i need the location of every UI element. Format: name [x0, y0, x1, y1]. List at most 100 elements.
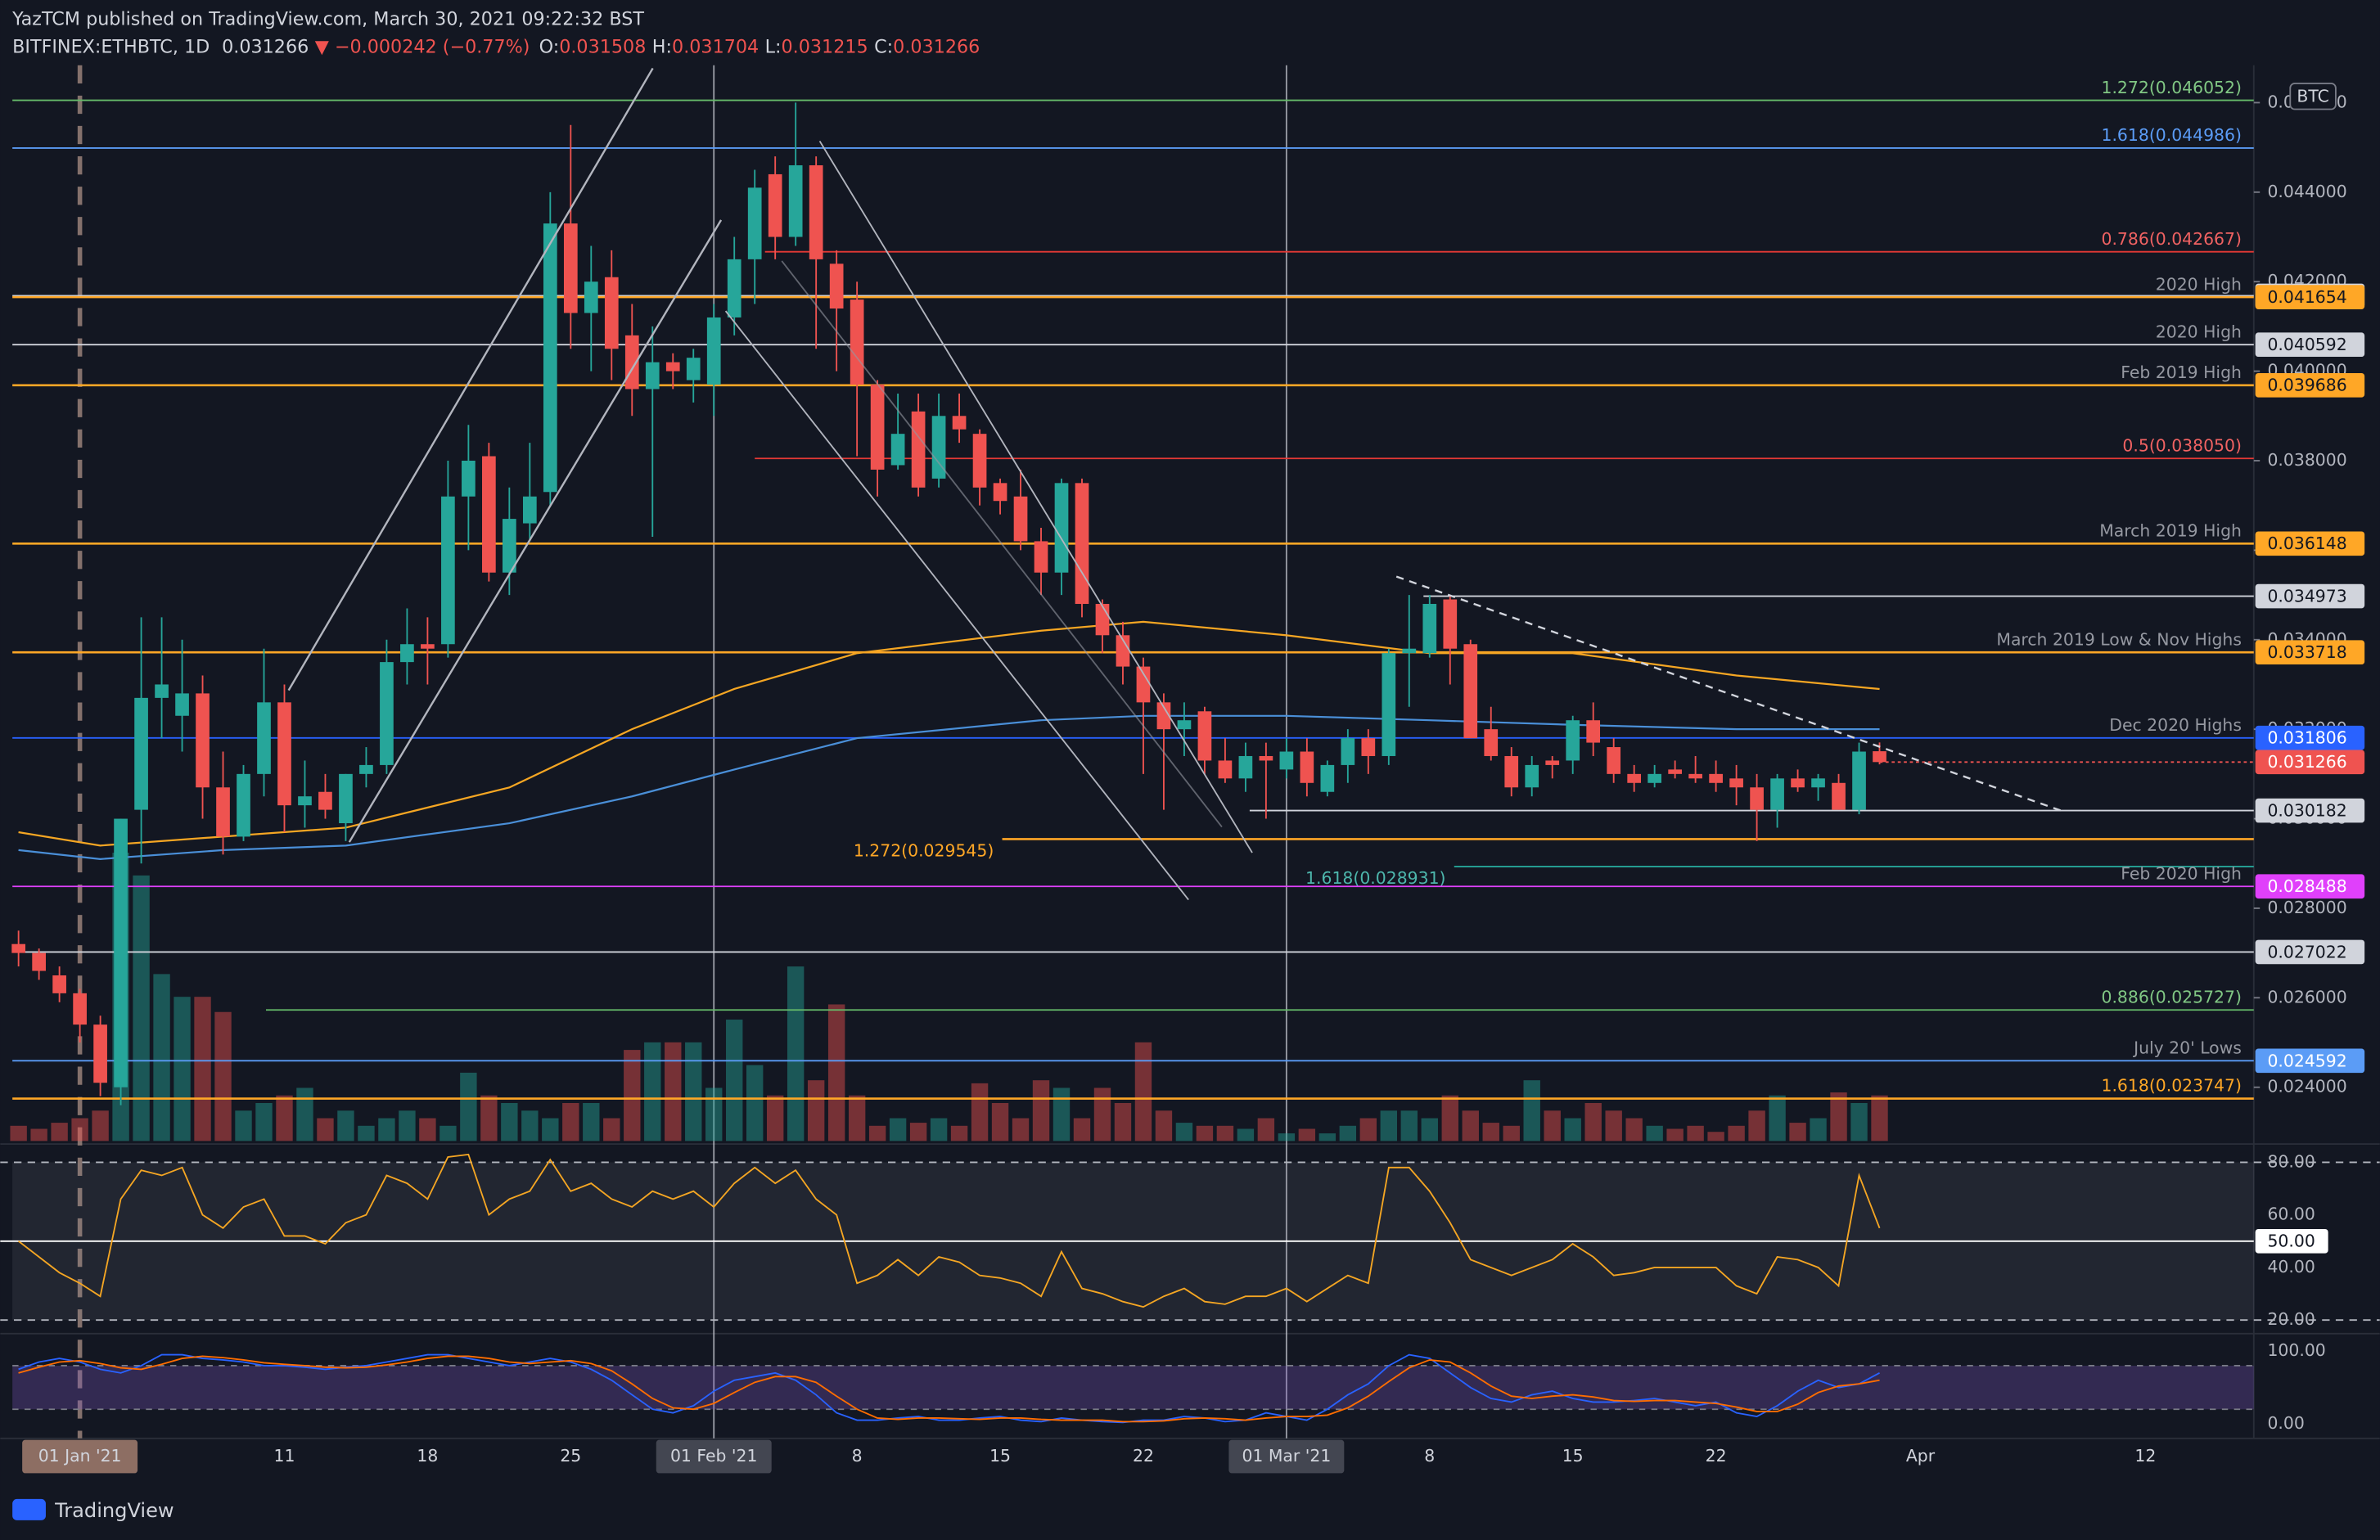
volume-bar	[1646, 1125, 1663, 1141]
volume-bar	[705, 1087, 723, 1141]
trend-line	[781, 260, 1223, 828]
volume-bar	[1625, 1118, 1643, 1141]
candle-body	[809, 165, 823, 259]
x-tick-label: 8	[1424, 1446, 1435, 1466]
level-label: Dec 2020 Highs	[2109, 715, 2242, 735]
candle-body	[1197, 711, 1212, 761]
volume-bar	[521, 1110, 539, 1141]
candle-body	[952, 416, 967, 430]
candle-body	[1238, 755, 1253, 779]
ohlc-value: 0.031704	[672, 36, 759, 57]
price-badge	[2255, 750, 2365, 775]
candle-body	[563, 223, 578, 313]
volume-bar	[930, 1118, 948, 1141]
volume-bar	[1155, 1110, 1173, 1141]
plot-area: 1.272(0.046052) 1.618(0.044986) 0.786(0.04…	[0, 65, 2380, 1439]
candle-body	[1627, 773, 1642, 783]
volume-bar	[1605, 1110, 1622, 1141]
rsi-tick-label: 60.00	[2267, 1205, 2315, 1224]
volume-bar	[971, 1083, 989, 1141]
level-label: 2020 High	[2156, 322, 2242, 341]
price-badge-label: 0.030182	[2267, 801, 2346, 821]
x-tick-highlight	[22, 1439, 138, 1474]
volume-bar	[889, 1118, 907, 1141]
volume-bar	[1462, 1110, 1479, 1141]
rsi-tick-label: 40.00	[2267, 1257, 2315, 1277]
volume-bar	[665, 1042, 682, 1141]
price-badge-label: 0.036148	[2267, 534, 2346, 553]
volume-bar	[1380, 1110, 1398, 1141]
price-badge	[2255, 1048, 2365, 1074]
volume-bar	[51, 1123, 68, 1141]
currency: BTC	[2297, 87, 2328, 106]
price-badge-label: 0.039686	[2267, 376, 2346, 395]
volume-bar	[439, 1125, 457, 1141]
x-tick-label: Apr	[1906, 1446, 1936, 1466]
rsi-tick-label: 80.00	[2267, 1151, 2315, 1171]
volume-bar	[827, 1004, 845, 1141]
price-change: ▼ −0.000242 (−0.77%)	[315, 36, 530, 57]
level-label: 1.618(0.023747)	[2101, 1076, 2241, 1096]
x-tick-label: 01 Jan '21	[38, 1446, 122, 1466]
volume-bar	[255, 1102, 273, 1141]
volume-bar	[562, 1102, 579, 1141]
volume-bar	[1789, 1123, 1806, 1141]
candle-body	[665, 362, 680, 371]
x-tick-label: 8	[852, 1446, 863, 1466]
volume-bar	[358, 1125, 375, 1141]
candle-body	[1648, 773, 1661, 783]
volume-bar	[1278, 1133, 1296, 1141]
volume-bar	[71, 1118, 88, 1141]
level-label: 1.272(0.046052)	[2101, 78, 2241, 97]
price-badge	[2255, 798, 2365, 823]
price-badge-label: 0.024592	[2267, 1051, 2346, 1070]
price-badge-label: 0.040592	[2267, 335, 2346, 354]
candle-body	[1136, 666, 1151, 703]
stoch-line	[18, 1353, 1880, 1424]
volume-bar	[1073, 1118, 1091, 1141]
candle-body	[11, 943, 25, 953]
candle-body	[1341, 738, 1355, 765]
candle-body	[1873, 751, 1886, 763]
candle-body	[686, 358, 701, 380]
volume-bar	[133, 875, 150, 1141]
volume-bar	[1400, 1110, 1418, 1141]
candle-body	[747, 187, 762, 259]
price-badge	[2255, 285, 2365, 309]
candle-body	[482, 456, 496, 573]
candle-body	[1116, 635, 1130, 667]
volume-bar	[766, 1095, 784, 1141]
candle-body	[359, 764, 373, 774]
candle-body	[604, 277, 619, 349]
candle-body	[522, 496, 537, 524]
level-label: 0.786(0.042667)	[2101, 229, 2241, 249]
x-tick-label: 15	[989, 1446, 1011, 1466]
published-line: YazTCM published on TradingView.com, Mar…	[11, 9, 644, 30]
candle-body	[829, 263, 844, 309]
volume-bar	[378, 1118, 395, 1141]
level-label: 0.5(0.038050)	[2122, 435, 2242, 455]
volume-bar	[419, 1118, 436, 1141]
stoch-tick-label: 100.00	[2267, 1340, 2325, 1360]
brand-name: TradingView	[54, 1499, 174, 1522]
y-tick-label: 0.028000	[2267, 898, 2346, 917]
rsi-tick-label: 20.00	[2267, 1309, 2315, 1329]
ohlc-value: 0.031266	[893, 36, 980, 57]
candle-body	[1668, 769, 1682, 774]
price-badge-label: 0.041654	[2267, 287, 2346, 307]
volume-bar	[337, 1110, 354, 1141]
volume-bar	[480, 1095, 498, 1141]
candle-body	[993, 483, 1007, 502]
ohlc-key: C:	[874, 36, 893, 57]
x-tick-label: 11	[274, 1446, 295, 1466]
level-label: 1.272(0.029545)	[854, 840, 994, 860]
price-badge	[2255, 939, 2365, 965]
volume-bar	[1503, 1125, 1520, 1141]
candle-body	[1750, 787, 1764, 810]
candle-body	[155, 684, 169, 698]
candle-body	[1770, 778, 1784, 810]
volume-bar	[399, 1110, 416, 1141]
candle-body	[768, 173, 782, 237]
candle-body	[462, 460, 476, 497]
